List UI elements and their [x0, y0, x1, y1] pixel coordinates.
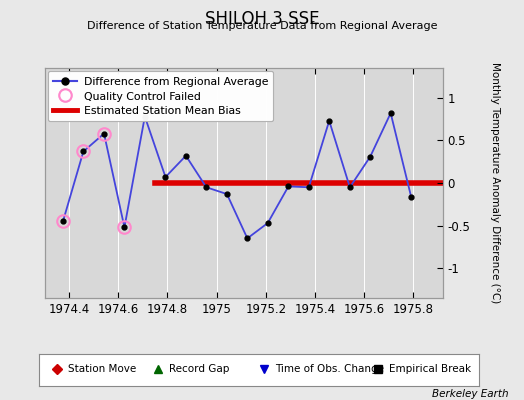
Text: Difference of Station Temperature Data from Regional Average: Difference of Station Temperature Data f… [87, 21, 437, 31]
Y-axis label: Monthly Temperature Anomaly Difference (°C): Monthly Temperature Anomaly Difference (… [490, 62, 500, 304]
Text: SHILOH 3 SSE: SHILOH 3 SSE [205, 10, 319, 28]
Text: Station Move: Station Move [68, 364, 136, 374]
Text: Record Gap: Record Gap [169, 364, 230, 374]
Text: Berkeley Earth: Berkeley Earth [432, 389, 508, 399]
Text: Empirical Break: Empirical Break [389, 364, 472, 374]
Legend: Difference from Regional Average, Quality Control Failed, Estimated Station Mean: Difference from Regional Average, Qualit… [48, 71, 274, 121]
Text: Time of Obs. Change: Time of Obs. Change [275, 364, 384, 374]
